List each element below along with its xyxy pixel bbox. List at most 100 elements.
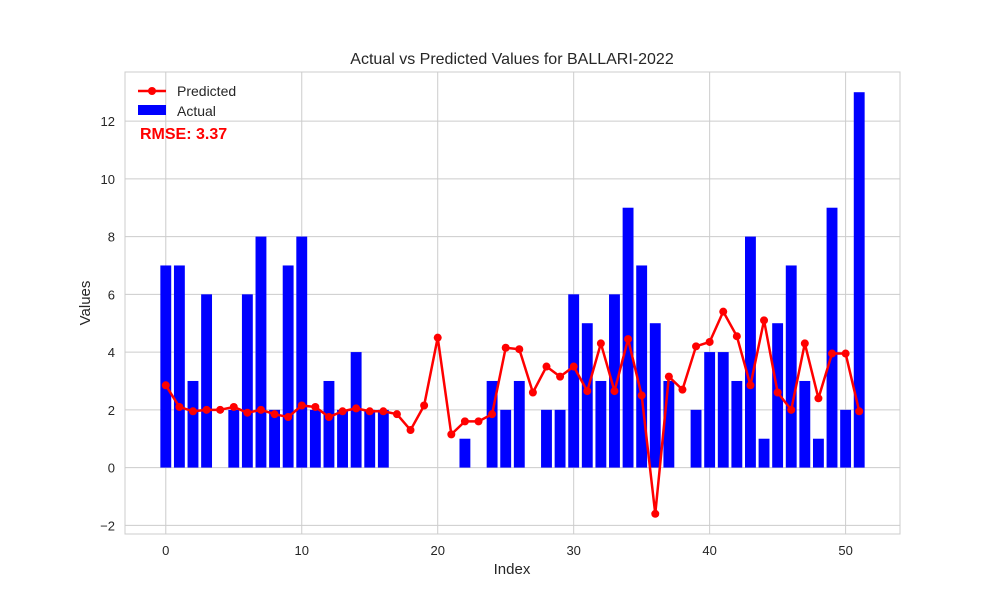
x-tick-label: 0 [162, 543, 169, 558]
predicted-point [828, 349, 837, 358]
predicted-point [284, 413, 293, 422]
predicted-point [202, 405, 211, 414]
y-tick-label: −2 [100, 518, 115, 533]
bar-actual [269, 409, 280, 468]
bar-actual [758, 438, 770, 468]
predicted-point [501, 343, 510, 352]
y-tick-label: 8 [108, 230, 115, 245]
bar-actual [826, 207, 838, 468]
predicted-point [855, 407, 864, 416]
bar-actual [255, 236, 267, 468]
bar-actual [282, 265, 294, 468]
x-tick-labels: 0 10 20 30 40 50 [162, 543, 853, 558]
predicted-point [705, 337, 714, 346]
predicted-point [569, 362, 578, 371]
bar-actual [812, 438, 824, 468]
bar-actual [160, 265, 172, 468]
legend-actual-label: Actual [177, 103, 216, 119]
y-tick-label: 6 [108, 287, 115, 302]
y-tick-label: 12 [101, 114, 115, 129]
predicted-point [760, 316, 769, 325]
legend-actual-swatch [138, 105, 166, 115]
predicted-point [719, 307, 728, 316]
bar-actual [459, 438, 471, 468]
predicted-point [556, 372, 565, 381]
bar-actual [609, 294, 620, 468]
plot-background [124, 71, 901, 535]
legend-predicted-label: Predicted [177, 83, 236, 99]
predicted-point [814, 394, 823, 403]
bar-actual [364, 409, 376, 468]
y-axis-title: Values [77, 281, 94, 326]
predicted-point [420, 401, 429, 410]
predicted-point [664, 372, 673, 381]
predicted-point [406, 426, 415, 435]
predicted-point [270, 410, 279, 419]
predicted-point [488, 410, 497, 419]
predicted-point [243, 408, 252, 417]
predicted-point [474, 417, 483, 426]
rmse-annotation: RMSE: 3.37 [140, 126, 227, 143]
y-tick-label: 2 [108, 403, 115, 418]
bar-actual [581, 323, 593, 468]
predicted-point [596, 339, 605, 348]
predicted-point [800, 339, 809, 348]
predicted-point [460, 417, 469, 426]
bar-actual [595, 380, 607, 468]
predicted-point [256, 405, 265, 414]
x-tick-label: 50 [838, 543, 852, 558]
bar-actual [296, 236, 308, 468]
x-axis-title: Index [494, 561, 531, 578]
bar-actual [500, 409, 512, 468]
bar-actual [513, 380, 525, 468]
bar-actual [337, 409, 348, 468]
y-tick-label: 4 [108, 345, 115, 360]
bar-actual [649, 323, 661, 468]
x-tick-label: 40 [702, 543, 716, 558]
predicted-point [542, 362, 551, 371]
bar-actual [840, 409, 852, 468]
x-tick-label: 20 [430, 543, 444, 558]
predicted-point [311, 402, 320, 411]
predicted-point [379, 407, 388, 416]
predicted-point [188, 407, 197, 416]
predicted-point [338, 407, 347, 416]
bar-actual [541, 409, 552, 468]
predicted-point [324, 413, 333, 422]
bar-actual [486, 380, 498, 468]
predicted-point [583, 387, 592, 396]
predicted-point [624, 335, 633, 344]
bar-actual [377, 409, 389, 468]
bar-actual [731, 380, 743, 468]
line-predicted [161, 307, 864, 518]
predicted-point [732, 332, 741, 341]
bar-actual [309, 409, 321, 468]
bar-actual [704, 352, 716, 468]
bar-actual [745, 236, 756, 468]
predicted-point [447, 430, 456, 439]
predicted-point [841, 349, 850, 358]
predicted-line [164, 310, 861, 516]
bar-actual [636, 265, 648, 468]
bar-actual [785, 265, 797, 468]
predicted-point [773, 388, 782, 397]
predicted-point [161, 381, 170, 390]
predicted-point [352, 404, 361, 413]
predicted-point [365, 407, 374, 416]
predicted-point [528, 388, 537, 397]
predicted-point [515, 345, 524, 354]
y-tick-label: 0 [108, 461, 115, 476]
predicted-point [637, 391, 646, 400]
bar-actual [241, 294, 253, 468]
predicted-point [692, 342, 701, 351]
bar-actual [187, 380, 199, 468]
predicted-point [678, 385, 687, 394]
predicted-point [229, 402, 238, 411]
chart-title: Actual vs Predicted Values for BALLARI-2… [350, 51, 674, 68]
legend-predicted-marker [148, 87, 156, 95]
bar-actual [690, 409, 702, 468]
bar-actual [228, 409, 240, 468]
bar-actual [201, 294, 213, 468]
predicted-point [216, 405, 225, 414]
